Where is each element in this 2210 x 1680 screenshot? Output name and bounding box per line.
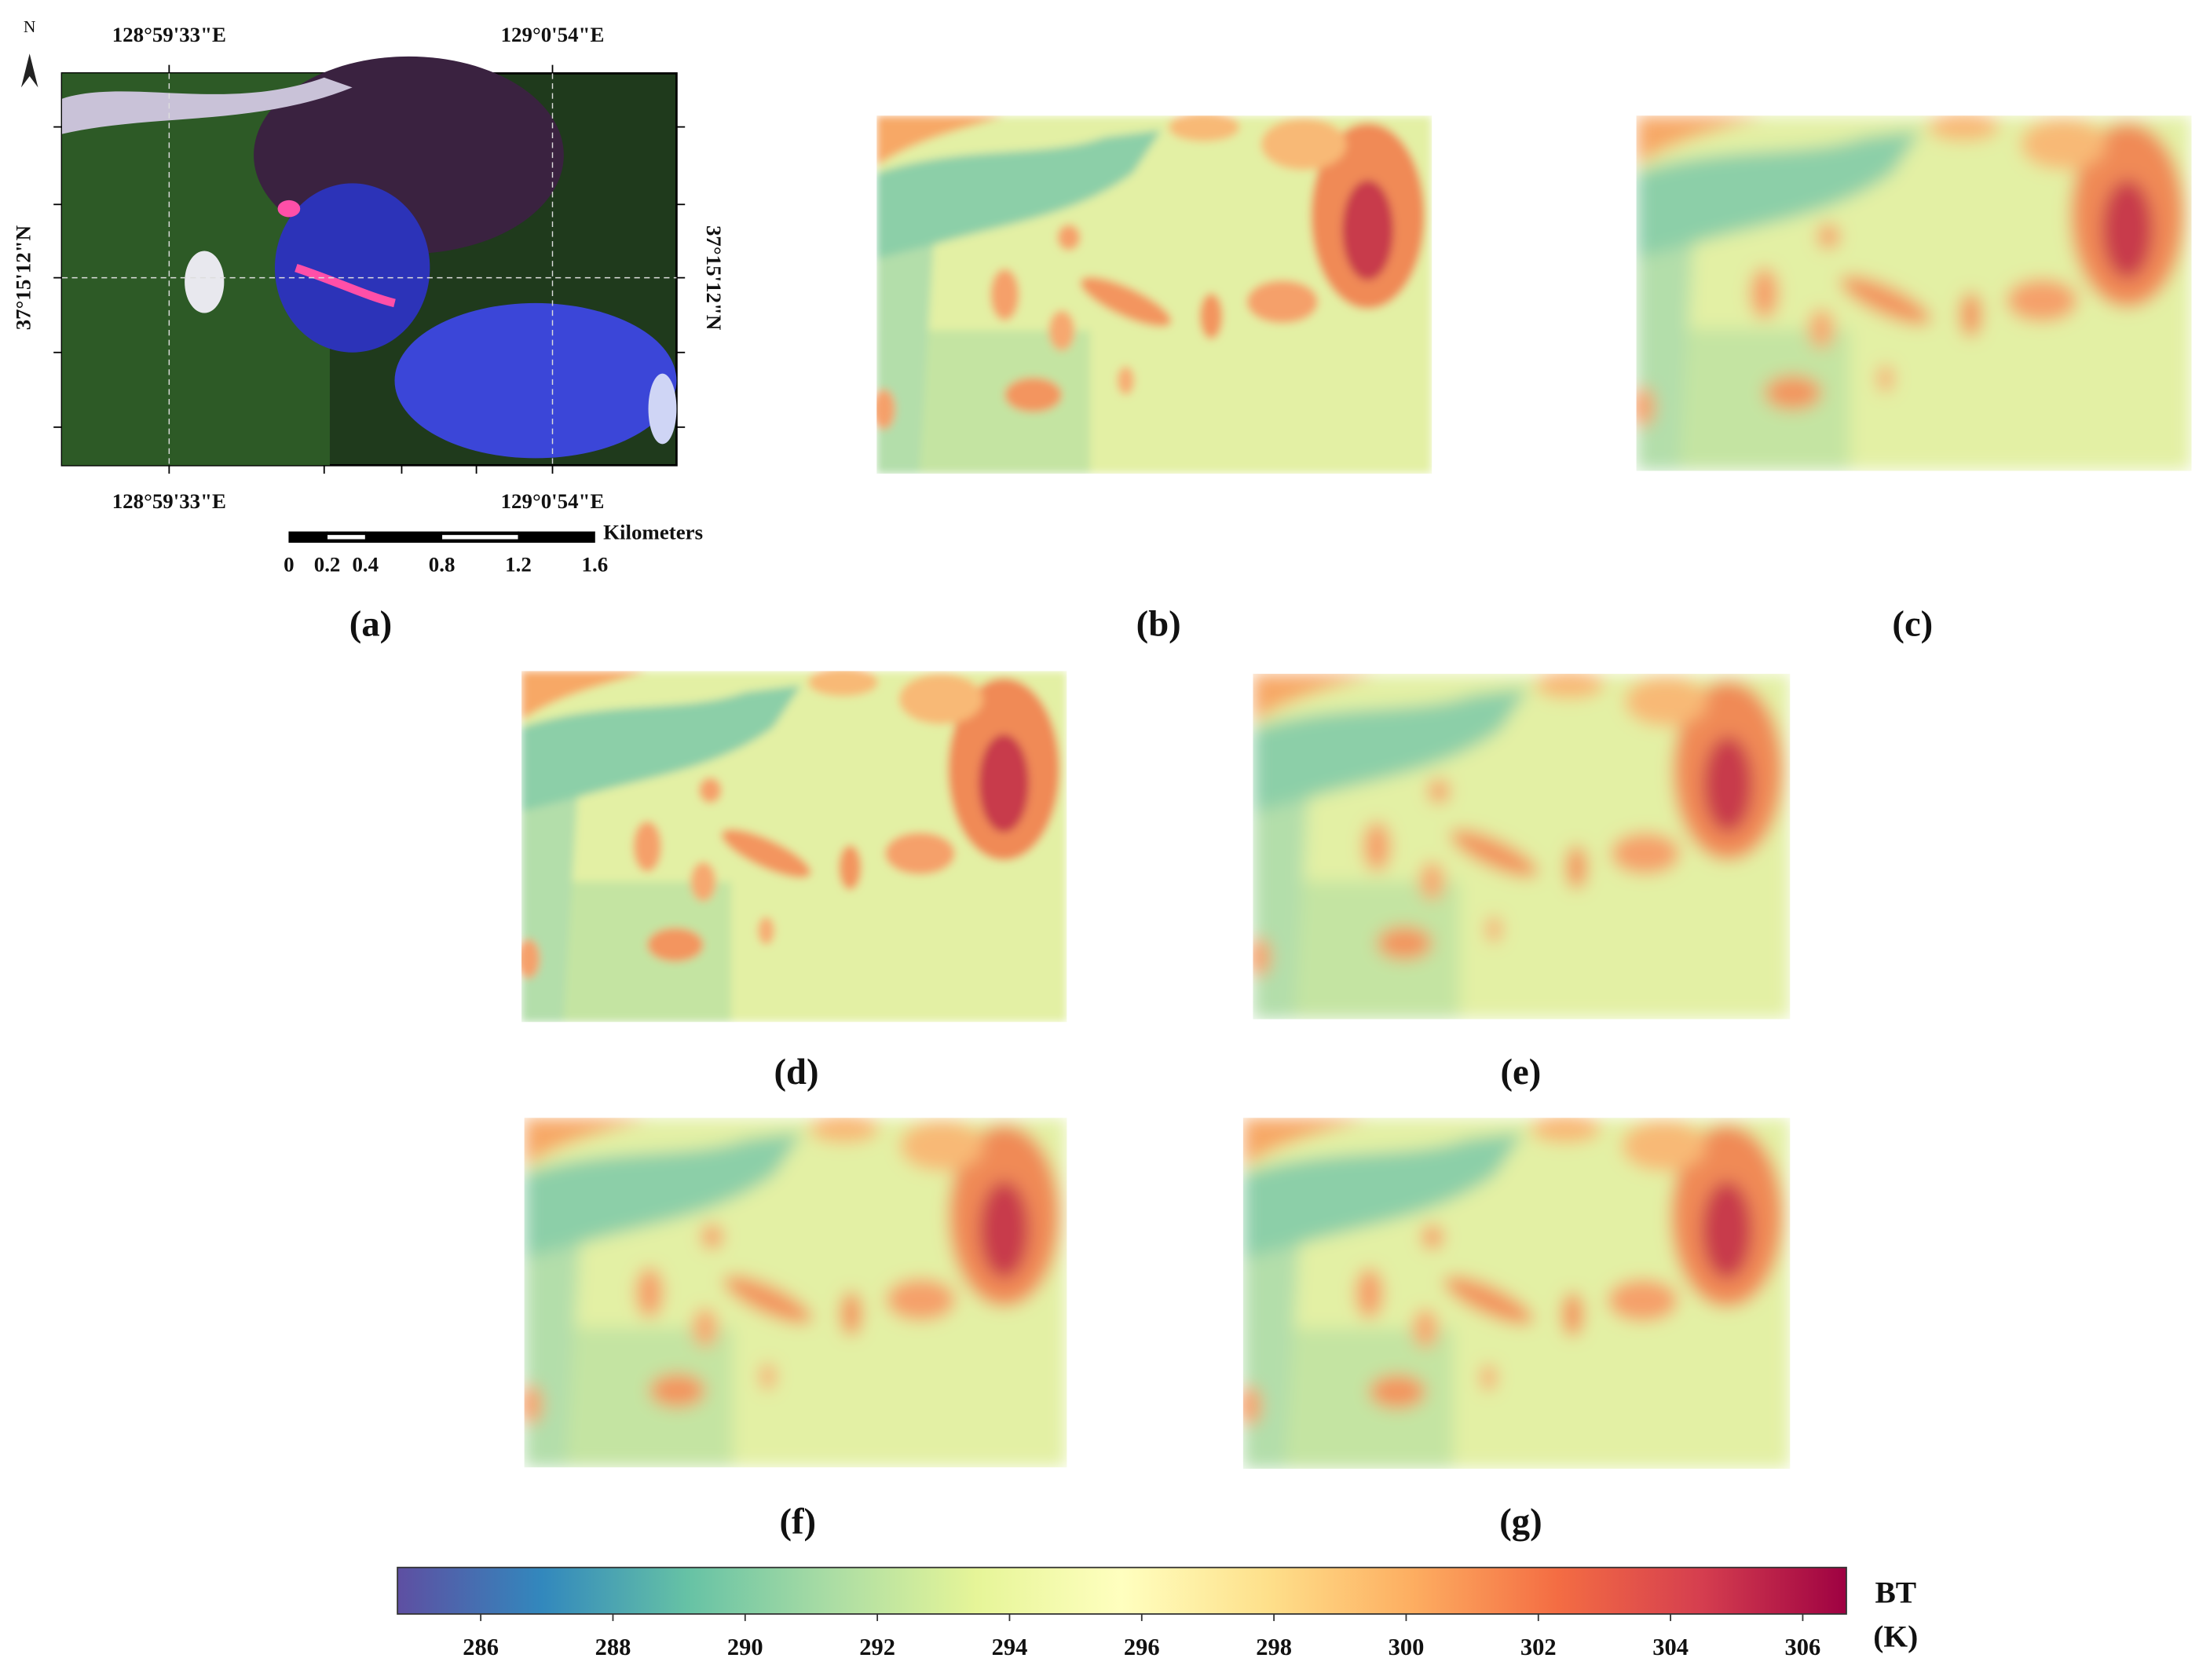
colorbar-tick-label: 292: [859, 1634, 895, 1660]
scale-segment-inner: [327, 535, 366, 540]
panel-label: (b): [1136, 603, 1181, 644]
scale-tick-label: 0.8: [429, 553, 456, 576]
colorbar-tick-label: 300: [1389, 1634, 1425, 1660]
colorbar-unit: (K): [1873, 1619, 1918, 1653]
top-coord: 129°0'54"E: [501, 23, 605, 46]
panel-label: (d): [774, 1052, 818, 1093]
colorbar-ticks: 286 288 290 292 294 296 298 300 302 304 306: [463, 1613, 1821, 1660]
panel-label: (e): [1501, 1052, 1542, 1093]
colorbar-tick-label: 294: [992, 1634, 1028, 1660]
scale-unit: Kilometers: [603, 520, 703, 544]
top-coord: 128°59'33"E: [112, 23, 226, 46]
scale-tick-label: 0.2: [314, 553, 341, 576]
scale-tick-label: 0: [284, 553, 294, 576]
colorbar-tick-label: 288: [595, 1634, 631, 1660]
colorbar-tick-label: 304: [1652, 1634, 1689, 1660]
scale-tick-label: 1.6: [582, 553, 609, 576]
scale-bar: 0 0.2 0.4 0.8 1.2 1.6: [284, 531, 609, 576]
scale-segment: [518, 531, 595, 544]
panel-a: N 128°59'33"E 129°0'54"E 128°59'33"E 129…: [11, 17, 726, 576]
bottom-coord: 129°0'54"E: [501, 489, 605, 513]
bottom-coord: 128°59'33"E: [112, 489, 226, 513]
panel-c: [1636, 115, 2192, 471]
panel-d: [521, 671, 1067, 1023]
panel-label: (g): [1499, 1502, 1542, 1543]
scale-tick-label: 0.4: [352, 553, 379, 576]
left-coord: 37°15'12"N: [11, 225, 35, 330]
panel-g: [1242, 1118, 1791, 1470]
panel-label: (c): [1892, 603, 1933, 644]
colorbar-tick-label: 296: [1124, 1634, 1160, 1660]
colorbar: [397, 1566, 1847, 1615]
colorbar-tick-label: 286: [463, 1634, 499, 1660]
panel-e: [1253, 673, 1791, 1019]
scale-segment: [288, 531, 327, 544]
scale-segment: [365, 531, 442, 544]
panel-label: (a): [349, 603, 392, 644]
scale-segment-inner: [441, 535, 518, 540]
north-arrow: [20, 53, 38, 88]
right-coord: 37°15'12"N: [702, 225, 726, 331]
panel-f: [524, 1118, 1067, 1468]
panel-label: (f): [779, 1502, 816, 1543]
colorbar-tick-label: 290: [727, 1634, 763, 1660]
colorbar-tick-label: 298: [1256, 1634, 1292, 1660]
colorbar-tick-label: 306: [1785, 1634, 1821, 1660]
panel-b: [876, 115, 1432, 474]
colorbar-tick-label: 302: [1520, 1634, 1557, 1660]
scale-tick-label: 1.2: [505, 553, 532, 576]
north-label: N: [24, 17, 36, 36]
colorbar-label: BT: [1875, 1576, 1916, 1610]
